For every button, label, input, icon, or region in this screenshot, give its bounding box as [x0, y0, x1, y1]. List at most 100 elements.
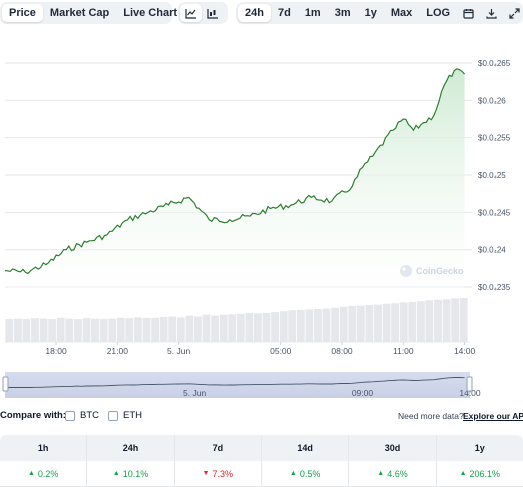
- volume-bar: [296, 309, 305, 342]
- volume-bar: [236, 313, 245, 342]
- volume-bar: [339, 306, 348, 342]
- watermark-text: CoinGecko: [416, 266, 464, 276]
- chart-type-group: [178, 2, 228, 24]
- volume-bar: [159, 316, 168, 342]
- price-area: [5, 68, 465, 302]
- period-1h: 1h: [0, 435, 88, 461]
- y-tick-label: $0.0₄255: [478, 134, 511, 143]
- chart-tab-group: Price Market Cap Live Chart: [0, 2, 189, 24]
- coingecko-watermark: CoinGecko: [400, 265, 464, 277]
- y-tick-label: $0.0₄25: [478, 171, 506, 180]
- x-tick-label: 11:00: [393, 346, 414, 356]
- calendar-icon[interactable]: [457, 4, 480, 22]
- change-14d-arrow-icon: ▲: [289, 470, 297, 477]
- change-30d-arrow-icon: ▲: [377, 470, 385, 477]
- volume-bar: [108, 318, 117, 342]
- volume-bar: [399, 302, 408, 342]
- volume-bar: [56, 317, 65, 342]
- need-more-data-text: Need more data?: [398, 411, 464, 421]
- volume-bar: [322, 308, 331, 342]
- y-tick-label: $0.0₄245: [478, 208, 511, 217]
- change-1y: ▲ 206.1%: [437, 461, 523, 486]
- download-icon[interactable]: [480, 4, 503, 22]
- volume-bar: [417, 301, 425, 342]
- compare-eth-checkbox[interactable]: [108, 411, 118, 421]
- compare-btc-checkbox[interactable]: [65, 411, 75, 421]
- volume-bar: [125, 318, 134, 342]
- volume-bar: [151, 317, 159, 342]
- volume-bar: [331, 307, 339, 342]
- volume-bar: [374, 304, 382, 342]
- tab-price[interactable]: Price: [2, 4, 43, 22]
- navigator-label: 14:00: [459, 388, 481, 398]
- line-chart-icon[interactable]: [180, 4, 202, 22]
- price-chart[interactable]: $0.0₄265 $0.0₄26 $0.0₄255 $0.0₄25 $0.0₄245 $0…: [0, 40, 523, 402]
- period-1y: 1y: [474, 443, 485, 453]
- volume-bar: [442, 299, 451, 342]
- change-7d-value: 7.3%: [212, 468, 234, 479]
- period-7d: 7d: [175, 435, 262, 461]
- range-7d[interactable]: 7d: [277, 7, 291, 19]
- volume-bar: [382, 303, 391, 342]
- volume-bar: [185, 315, 194, 342]
- change-1y-arrow-icon: ▲: [459, 470, 467, 477]
- volume-bar: [99, 319, 108, 342]
- volume-bar: [459, 298, 468, 342]
- volume-bar: [91, 318, 99, 342]
- tab-market-cap[interactable]: Market Cap: [49, 7, 110, 19]
- volume-bar: [451, 298, 460, 342]
- y-tick-label: $0.0₄235: [478, 283, 511, 292]
- compare-label: Compare with:: [0, 410, 66, 421]
- volume-bar: [279, 311, 288, 342]
- change-1h: ▲ 0.2%: [0, 461, 88, 486]
- period-30d: 30d: [349, 435, 437, 461]
- volume-bars: [5, 298, 468, 342]
- y-tick-label: $0.0₄24: [478, 246, 506, 255]
- range-1y[interactable]: 1y: [364, 7, 377, 19]
- range-navigator[interactable]: 5. Jun 09:00 14:00: [2, 372, 481, 398]
- volume-bar: [202, 314, 211, 342]
- compare-btc-label[interactable]: BTC: [80, 410, 99, 421]
- range-max[interactable]: Max: [390, 7, 413, 19]
- fullscreen-icon[interactable]: [503, 4, 523, 22]
- change-7d: ▼ 7.3%: [175, 461, 262, 486]
- volume-bar: [271, 312, 279, 342]
- volume-bar: [262, 313, 271, 342]
- x-tick-label: 05:00: [270, 346, 292, 356]
- log-toggle[interactable]: LOG: [426, 7, 451, 19]
- volume-bar: [434, 299, 442, 342]
- change-30d: ▲ 4.6%: [349, 461, 437, 486]
- volume-bar: [305, 309, 314, 342]
- range-24h[interactable]: 24h: [238, 4, 271, 22]
- range-1m[interactable]: 1m: [304, 7, 321, 19]
- change-24h-arrow-icon: ▲: [112, 470, 120, 477]
- volume-bar: [228, 314, 237, 342]
- range-3m[interactable]: 3m: [334, 7, 351, 19]
- navigator-right-handle[interactable]: [466, 376, 473, 392]
- volume-bar: [211, 315, 219, 342]
- volume-bar: [408, 302, 417, 342]
- change-1y-value: 206.1%: [469, 468, 501, 479]
- volume-bar: [31, 318, 39, 342]
- change-1h-value: 0.2%: [37, 468, 59, 479]
- volume-bar: [245, 313, 254, 342]
- time-range-group: 24h 7d 1m 3m 1y Max LOG: [236, 2, 523, 24]
- volume-bar: [219, 314, 228, 342]
- y-tick-label: $0.0₄26: [478, 96, 506, 105]
- compare-eth-label[interactable]: ETH: [123, 410, 142, 421]
- candlestick-icon[interactable]: [202, 4, 224, 22]
- volume-bar: [425, 300, 434, 342]
- volume-bar: [356, 305, 365, 342]
- y-tick-label: $0.0₄265: [478, 59, 511, 68]
- x-tick-label: 14:00: [454, 346, 476, 356]
- volume-bar: [48, 319, 57, 342]
- volume-bar: [254, 313, 262, 342]
- navigator-left-handle[interactable]: [2, 376, 9, 392]
- explore-api-link[interactable]: Explore our API: [463, 411, 523, 421]
- performance-values-row: ▲ 0.2% ▲ 10.1% ▼ 7.3% ▲ 0.5% ▲ 4.6% ▲ 206.1%: [0, 461, 523, 487]
- x-tick-label: 18:00: [45, 346, 67, 356]
- navigator-line: [4, 377, 465, 388]
- volume-bar: [22, 319, 31, 342]
- change-1h-arrow-icon: ▲: [27, 470, 35, 477]
